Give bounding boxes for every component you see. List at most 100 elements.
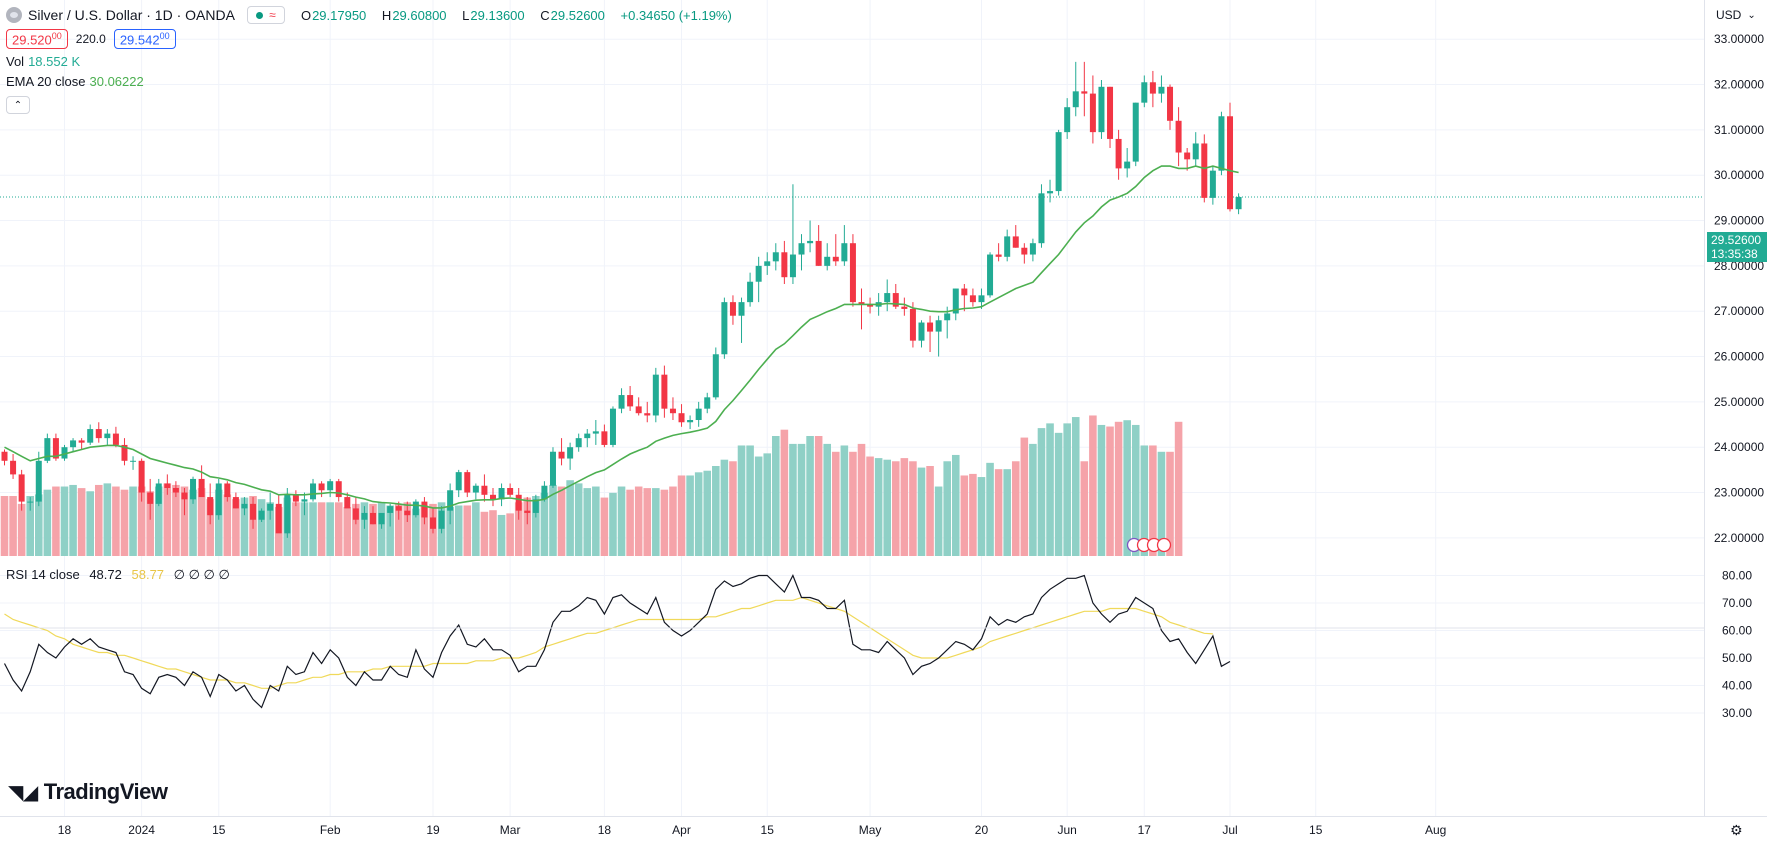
candle-body: [498, 488, 505, 500]
candle-body: [721, 302, 728, 355]
volume-bar: [1157, 451, 1166, 556]
candle-body: [729, 302, 736, 316]
volume-bar: [1089, 415, 1097, 556]
candle-body: [884, 293, 891, 303]
settings-icon[interactable]: ⚙: [1730, 822, 1743, 838]
currency-button[interactable]: USD ⌄: [1706, 4, 1766, 26]
candle-body: [18, 474, 25, 502]
volume-bar: [172, 484, 180, 556]
volume-bar: [480, 511, 489, 556]
volume-bar: [523, 497, 532, 556]
candle-body: [1107, 86, 1114, 139]
rsi-legend[interactable]: RSI 14 close 48.72 58.77 ∅ ∅ ∅ ∅: [6, 567, 236, 583]
symbol-title[interactable]: Silver / U.S. Dollar · 1D · OANDA: [28, 7, 235, 23]
candle-body: [1218, 116, 1225, 171]
candle-body: [867, 304, 874, 307]
volume-bar: [369, 503, 377, 556]
candle-body: [1158, 86, 1165, 94]
spread-value: 220.0: [75, 32, 106, 46]
candle-body: [961, 288, 968, 296]
volume-bar: [112, 486, 120, 556]
candle-body: [292, 494, 299, 502]
candle-body: [652, 374, 659, 416]
volume-bar: [146, 491, 154, 556]
candle-body: [738, 302, 745, 316]
volume-bar: [934, 486, 943, 556]
volume-bar: [154, 486, 163, 556]
volume-legend[interactable]: Vol 18.552 K: [6, 50, 738, 72]
candle-body: [927, 322, 934, 332]
us-flag-icon[interactable]: [1156, 537, 1172, 553]
candle-body: [824, 256, 831, 266]
volume-bar: [1174, 421, 1183, 556]
candle-body: [207, 497, 214, 516]
volume-bar: [206, 499, 214, 556]
buy-price-sup: 00: [159, 30, 170, 41]
volume-bar: [103, 483, 112, 556]
volume-bar: [377, 502, 386, 556]
volume-bar: [754, 456, 763, 556]
volume-bar: [1114, 421, 1123, 556]
time-tick-label: Apr: [672, 823, 691, 837]
volume-bar: [540, 492, 549, 556]
rsi-axis[interactable]: 30.00 40.00 50.00 60.00 70.00 80.00: [1722, 569, 1752, 721]
collapse-legend-button[interactable]: ⌃: [6, 96, 30, 114]
volume-bar: [94, 484, 103, 556]
tradingview-logo[interactable]: ◥◢ TradingView: [8, 779, 168, 805]
candle-body: [584, 433, 591, 439]
volume-bar: [986, 462, 994, 556]
volume-bar: [720, 459, 729, 556]
candle-body: [232, 497, 239, 509]
time-tick-label: Feb: [320, 823, 341, 837]
volume-bar: [643, 488, 652, 556]
buy-button[interactable]: 29.54200: [113, 28, 176, 50]
ema-legend[interactable]: EMA 20 close 30.06222: [6, 70, 738, 92]
market-status[interactable]: ≈: [246, 6, 285, 24]
price-tick-label: 27.00000: [1714, 304, 1764, 318]
candle-body: [849, 243, 856, 303]
candle-body: [481, 485, 488, 495]
ohlc-close-label: C: [540, 7, 550, 23]
volume-bar: [137, 486, 146, 556]
candle-body: [472, 485, 479, 493]
ohlc-low-label: L: [462, 7, 470, 23]
ema-value: 30.06222: [89, 73, 144, 89]
candle-body: [1184, 152, 1191, 160]
ohlc-close: 29.52600: [550, 7, 605, 23]
candle-body: [224, 483, 231, 498]
event-markers[interactable]: [1126, 537, 1172, 553]
rsi-tick-label: 80.00: [1722, 569, 1752, 583]
candle-body: [969, 295, 976, 303]
price-axis[interactable]: 22.00000 23.00000 24.00000 25.00000 26.00000…: [1714, 32, 1764, 545]
ohlc-high-label: H: [381, 7, 392, 23]
volume-bar: [86, 491, 94, 556]
sell-button[interactable]: 29.52000: [6, 28, 68, 50]
candle-body: [130, 460, 137, 462]
tradingview-logo-icon: ◥◢: [8, 781, 38, 804]
ohlc-open-label: O: [300, 7, 312, 23]
volume-bar: [266, 502, 274, 556]
candle-body: [687, 420, 694, 423]
price-tick-label: 28.00000: [1714, 259, 1764, 273]
rsi-label: RSI 14 close: [6, 567, 80, 582]
volume-bar: [60, 486, 69, 556]
candle-body: [1072, 91, 1079, 108]
price-tick-label: 26.00000: [1714, 350, 1764, 364]
price-tick-label: 23.00000: [1714, 486, 1764, 500]
volume-bar: [1080, 461, 1089, 556]
candle-body: [1004, 236, 1011, 257]
ohlc-values: O29.17950 H29.60800 L29.13600 C29.52600 …: [301, 8, 738, 23]
candle-body: [489, 494, 496, 500]
time-axis[interactable]: 18 2024 15 Feb 19 Mar 18 Apr 15 May 20 Jun 17 Jul 15 Au…: [58, 823, 1447, 837]
volume-bar: [969, 473, 977, 556]
candle-body: [138, 460, 145, 493]
volume-bar: [557, 486, 566, 556]
silver-symbol-icon[interactable]: [6, 7, 22, 23]
rsi-pane: [0, 574, 1704, 714]
volume-bar: [326, 502, 334, 556]
rsi-value: 48.72: [89, 567, 122, 582]
candle-body: [78, 440, 85, 443]
market-open-icon: [256, 11, 264, 19]
volume-bars: [0, 415, 1183, 556]
